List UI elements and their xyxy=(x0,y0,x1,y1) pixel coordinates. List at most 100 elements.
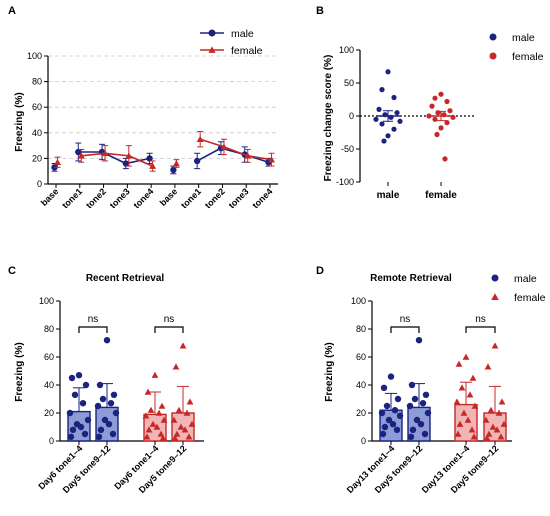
point-male xyxy=(379,121,385,127)
point-female xyxy=(500,420,508,427)
significance-bracket-c xyxy=(154,326,184,333)
point-male xyxy=(97,426,105,433)
x-tick-label-a: base xyxy=(158,186,180,208)
point-female xyxy=(77,152,85,159)
x-tick-label-a: tone4 xyxy=(131,186,155,210)
x-tick-label-d: Day13 tone1–4 xyxy=(345,443,397,495)
legend-marker-female-a xyxy=(208,46,216,53)
point-male xyxy=(417,421,425,428)
point-male xyxy=(397,118,403,124)
y-tick-label-d: 0 xyxy=(361,436,366,446)
point-female xyxy=(186,398,194,405)
panel-label-a: A xyxy=(8,5,16,17)
panel-c: C Recent Retrieval Freezing (%) 0 20 40 60 8… xyxy=(8,265,204,495)
x-tick-label-d: Day13 tone1–4 xyxy=(420,443,472,495)
point-female xyxy=(442,156,448,162)
point-male xyxy=(82,381,90,389)
legend-label-female-a: female xyxy=(231,45,263,57)
y-tick-label-a: 100 xyxy=(27,51,42,61)
point-female xyxy=(172,160,180,167)
point-male xyxy=(122,160,130,167)
point-female xyxy=(469,374,477,381)
point-female xyxy=(145,426,153,433)
point-male xyxy=(385,416,393,424)
point-female xyxy=(453,398,461,405)
significance-bracket-d xyxy=(465,326,496,333)
y-tick-label-b: 0 xyxy=(349,111,354,121)
point-female xyxy=(483,434,491,441)
point-male xyxy=(391,94,397,101)
y-tick-label-c: 40 xyxy=(44,380,54,390)
point-male xyxy=(381,138,387,144)
legend-label-female-b: female xyxy=(512,51,544,63)
significance-label-d: ns xyxy=(475,314,486,325)
legend-marker-male-a xyxy=(208,29,216,37)
panel-label-b: B xyxy=(316,5,324,17)
y-axis-label-d: Freezing (%) xyxy=(324,342,335,401)
point-female xyxy=(149,162,157,169)
point-male xyxy=(107,400,115,407)
panel-label-c: C xyxy=(8,265,16,277)
point-female xyxy=(455,360,463,367)
point-female xyxy=(179,342,187,349)
y-tick-label-d: 100 xyxy=(351,296,366,306)
legend-b: male female xyxy=(489,32,544,63)
y-tick-label-c: 60 xyxy=(44,352,54,362)
point-male xyxy=(376,106,382,112)
point-female xyxy=(458,384,466,391)
y-tick-label-a: 0 xyxy=(37,179,42,189)
point-female xyxy=(125,152,133,159)
legend-a: male female xyxy=(200,28,263,57)
point-male xyxy=(193,157,201,165)
y-tick-label-b: -100 xyxy=(336,177,354,187)
point-male xyxy=(81,430,89,438)
point-male xyxy=(407,433,415,440)
chart-title-d: Remote Retrieval xyxy=(370,273,452,284)
panel-d: D Remote Retrieval Freezing (%) male fema… xyxy=(316,265,546,495)
significance-label-c: ns xyxy=(164,314,175,325)
point-male xyxy=(379,430,387,438)
point-female xyxy=(438,125,444,131)
point-male xyxy=(394,395,402,403)
y-tick-label-d: 40 xyxy=(356,380,366,390)
point-female xyxy=(447,108,453,114)
point-male xyxy=(79,400,87,407)
point-male xyxy=(389,421,397,428)
point-male xyxy=(391,407,399,414)
point-male xyxy=(99,395,107,403)
point-male xyxy=(170,166,177,174)
significance-bracket-c xyxy=(78,326,108,333)
point-male xyxy=(94,402,102,410)
point-male xyxy=(77,423,85,431)
point-female xyxy=(460,409,468,416)
legend-label-male-b: male xyxy=(512,32,535,44)
y-tick-label-d: 60 xyxy=(356,352,366,362)
significance-bracket-d xyxy=(390,326,420,333)
point-female xyxy=(159,434,167,441)
point-male xyxy=(101,416,109,424)
point-male xyxy=(391,126,397,132)
point-female xyxy=(170,416,178,423)
point-female xyxy=(456,420,464,427)
point-male xyxy=(373,116,379,122)
x-tick-label-a: tone2 xyxy=(203,186,227,210)
point-male xyxy=(383,402,391,410)
point-female xyxy=(268,156,275,163)
x-tick-label-a: tone2 xyxy=(84,186,108,210)
panel-a: A Freezing (%) male female 0 20 40 60 80 100 ba… xyxy=(8,5,278,210)
point-female xyxy=(172,363,180,370)
point-male xyxy=(381,423,389,431)
x-tick-label-a: tone4 xyxy=(250,186,274,210)
series-line-female xyxy=(81,152,153,167)
point-female xyxy=(158,402,166,409)
point-male xyxy=(415,337,423,344)
point-female xyxy=(144,388,152,395)
point-female xyxy=(151,371,159,378)
point-male xyxy=(378,409,386,417)
point-male xyxy=(413,416,421,424)
point-male xyxy=(396,412,404,419)
point-female xyxy=(432,95,438,101)
point-female xyxy=(493,426,501,433)
point-female xyxy=(244,152,252,159)
